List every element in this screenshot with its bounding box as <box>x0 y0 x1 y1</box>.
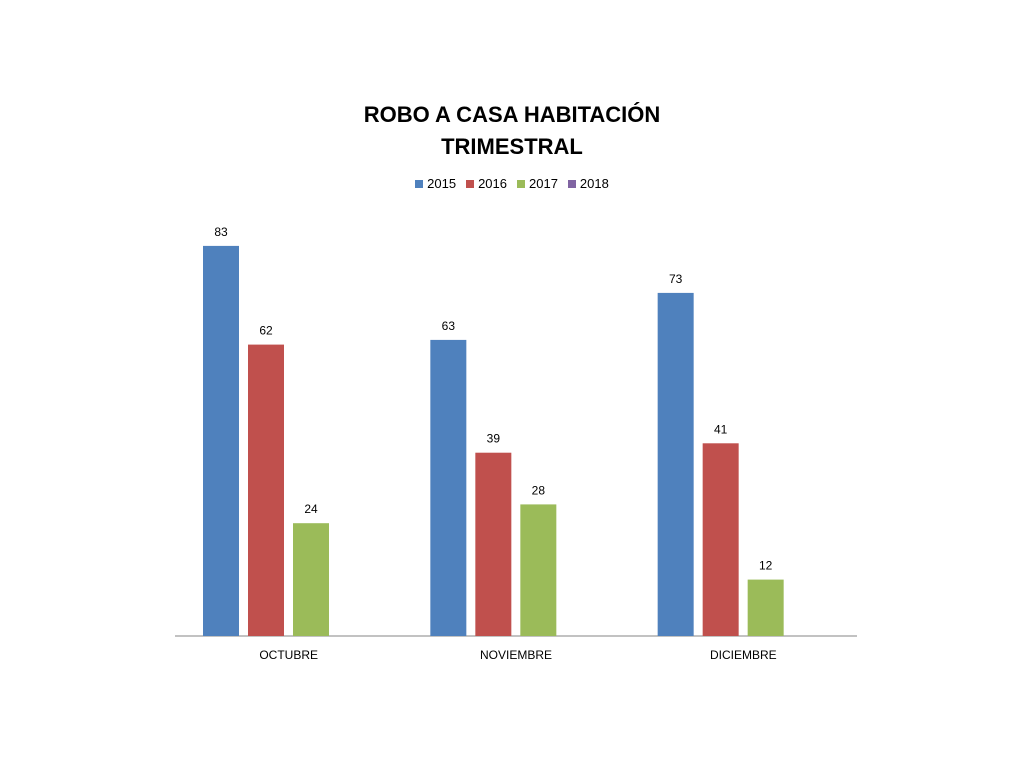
bar-2017-octubre <box>293 523 329 636</box>
data-label-2017-noviembre: 28 <box>532 483 546 497</box>
legend-swatch-2016 <box>466 179 475 188</box>
legend-item-2015: 2015 <box>415 176 456 191</box>
data-label-2016-diciembre: 41 <box>714 422 728 436</box>
legend-swatch-2015 <box>415 179 424 188</box>
data-label-2017-diciembre: 12 <box>759 559 773 573</box>
data-label-2016-octubre: 62 <box>259 324 273 338</box>
chart-title-line-1: ROBO A CASA HABITACIÓN <box>363 102 661 127</box>
chart-legend: 2015 2016 2017 2018 <box>0 176 1024 191</box>
data-label-2016-noviembre: 39 <box>487 432 501 446</box>
legend-item-2017: 2017 <box>517 176 558 191</box>
bar-2016-noviembre <box>475 452 512 636</box>
bar-2015-diciembre <box>657 292 694 636</box>
legend-swatch-2017 <box>517 179 525 188</box>
legend-label-2018: 2018 <box>579 176 609 191</box>
legend-item-2016: 2016 <box>466 176 507 191</box>
legend-label-2017: 2017 <box>529 176 558 191</box>
data-label-2015-diciembre: 73 <box>669 272 683 286</box>
legend-item-2018: 2018 <box>567 176 609 191</box>
bar-2015-noviembre <box>430 339 467 636</box>
legend-label-2015: 2015 <box>427 176 457 191</box>
data-label-2015-octubre: 83 <box>214 225 228 239</box>
bar-2016-diciembre <box>702 443 739 636</box>
data-label-2017-octubre: 24 <box>304 502 318 516</box>
chart-title-line-2: TRIMESTRAL <box>441 134 583 159</box>
x-tick-label-octubre: OCTUBRE <box>259 648 318 662</box>
legend-label-2016: 2016 <box>478 176 507 191</box>
data-label-2015-noviembre: 63 <box>442 319 456 333</box>
bar-2016-octubre <box>248 344 284 636</box>
x-tick-label-noviembre: NOVIEMBRE <box>480 648 552 662</box>
bar-2015-octubre <box>203 245 239 636</box>
x-tick-label-diciembre: DICIEMBRE <box>710 648 777 662</box>
legend-swatch-2018 <box>567 179 576 188</box>
bar-2017-diciembre <box>747 579 784 636</box>
bar-2017-noviembre <box>520 504 557 636</box>
